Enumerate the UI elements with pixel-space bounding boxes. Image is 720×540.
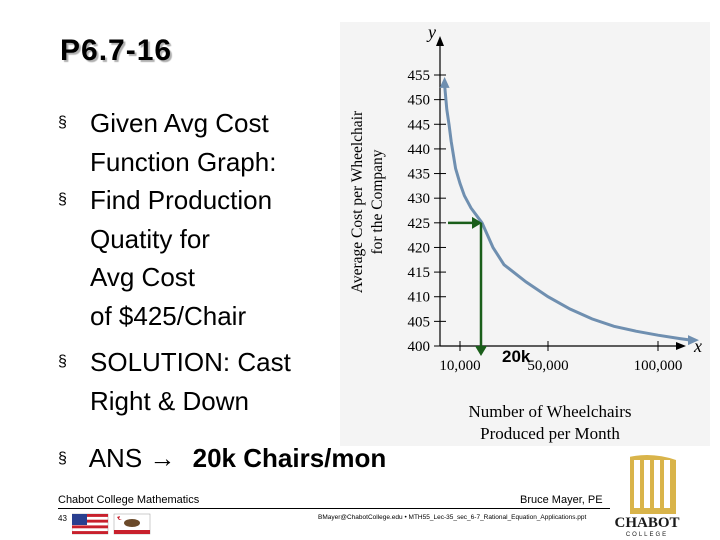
y-tick-label: 400: [408, 339, 431, 355]
bullet-line: Quatity for: [90, 223, 210, 254]
annotation-label: 20k: [502, 347, 531, 366]
y-tick-label: 405: [408, 314, 431, 330]
y-axis-symbol: y: [426, 22, 436, 42]
chabot-logo: CHABOT COLLEGE: [614, 452, 680, 538]
x-tick-label: 100,000: [634, 358, 683, 374]
california-flag-icon: [113, 513, 151, 535]
bullet-find: § Find Production Quatity for Avg Cost o…: [58, 181, 358, 335]
page-number: 43: [58, 514, 67, 523]
average-cost-chart: x y 400 405 410 415 420 425 430 435 440 445 450 455 10…: [340, 22, 710, 446]
footer-college: Chabot College Mathematics: [58, 494, 200, 506]
curve-end-arrow-icon: [688, 335, 699, 346]
x-tick-label: 10,000: [439, 358, 480, 374]
bullet-marker: §: [58, 450, 67, 467]
y-tick-label: 430: [408, 191, 431, 207]
bullet-line: Find Production: [90, 185, 273, 215]
annotation-down-arrow-icon: [475, 346, 487, 356]
bullet-solution: § SOLUTION: Cast Right & Down: [58, 343, 358, 420]
bullet-marker: §: [58, 353, 67, 370]
annotation-right-arrow-icon: [472, 216, 482, 229]
bullet-line: Avg Cost: [90, 262, 196, 292]
y-tick-label: 440: [408, 142, 431, 158]
x-axis-label: Number of Wheelchairs: [468, 402, 631, 421]
bullet-list: § Given Avg Cost Function Graph: § Find …: [58, 104, 358, 420]
y-tick-label: 450: [408, 93, 431, 109]
bullet-marker: §: [58, 191, 67, 208]
logo-subtext: COLLEGE: [626, 532, 668, 538]
slide-title: P6.7-16: [60, 34, 173, 67]
answer-prefix: ANS →: [88, 443, 176, 473]
footer-email: BMayer@ChabotCollege.edu • MTH55_Lec-35_…: [318, 514, 587, 521]
y-tick-label: 420: [408, 240, 431, 256]
flags-icon: [72, 513, 151, 535]
bullet-marker: §: [58, 114, 67, 131]
y-tick-label: 435: [408, 167, 431, 183]
bullet-line: Function Graph:: [90, 146, 277, 177]
answer-value: 20k Chairs/mon: [192, 443, 387, 473]
x-tick-label: 50,000: [527, 358, 568, 374]
bullet-line: SOLUTION: Cast: [90, 347, 291, 377]
y-tick-label: 410: [408, 290, 431, 306]
y-axis-label: for the Company: [369, 149, 386, 254]
y-axis-label: Average Cost per Wheelchair: [349, 110, 366, 293]
x-axis-label: Produced per Month: [480, 424, 620, 443]
y-axis-arrow-icon: [436, 36, 444, 46]
bullet-line: of $425/Chair: [90, 300, 247, 331]
average-cost-curve: [443, 84, 692, 342]
y-tick-label: 455: [408, 68, 431, 84]
y-tick-label: 425: [408, 216, 431, 232]
bullet-given: § Given Avg Cost Function Graph:: [58, 104, 358, 181]
answer-line: § ANS → 20k Chairs/mon: [58, 443, 386, 474]
curve-start-arrow-icon: [439, 76, 450, 88]
y-tick-label: 445: [408, 117, 431, 133]
x-axis-arrow-icon: [676, 342, 686, 350]
footer-author: Bruce Mayer, PE: [520, 494, 603, 506]
us-flag-icon: [72, 513, 109, 535]
bullet-line: Given Avg Cost: [90, 108, 269, 138]
logo-text: CHABOT: [614, 515, 679, 531]
bullet-line: Right & Down: [90, 385, 249, 416]
chart-background: [340, 22, 710, 446]
x-axis-symbol: x: [693, 336, 702, 356]
y-tick-label: 415: [408, 265, 431, 281]
footer-divider: [58, 508, 610, 509]
